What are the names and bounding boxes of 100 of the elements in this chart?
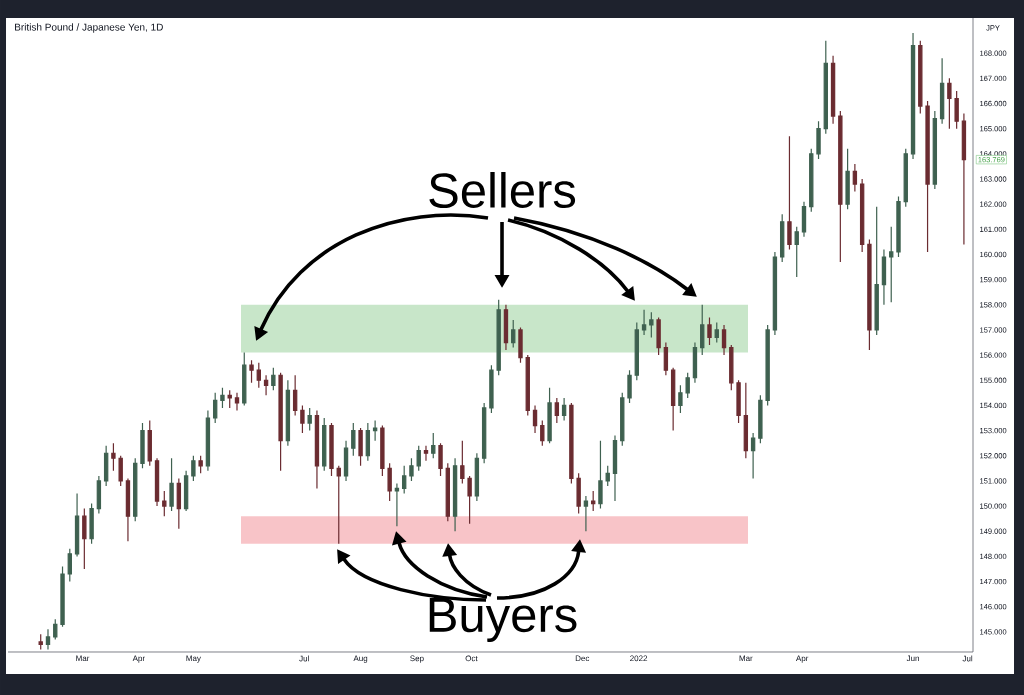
candlestick xyxy=(271,367,276,391)
candlestick xyxy=(801,201,807,238)
candlestick xyxy=(249,359,254,384)
candlestick xyxy=(409,457,414,482)
candlestick xyxy=(118,455,123,487)
candlestick xyxy=(423,445,429,462)
candlestick xyxy=(656,316,661,356)
candlestick xyxy=(750,432,756,479)
candlestick xyxy=(627,369,632,404)
candlestick xyxy=(583,495,589,532)
candlestick xyxy=(394,482,400,527)
candlestick xyxy=(838,110,843,263)
candlestick xyxy=(947,77,952,130)
candlestick xyxy=(889,226,894,303)
candlestick xyxy=(590,490,596,512)
candlestick xyxy=(489,364,494,414)
candlestick xyxy=(678,384,683,414)
candlestick xyxy=(329,422,334,477)
candlestick xyxy=(496,299,501,376)
candlestick xyxy=(598,440,603,510)
candlestick xyxy=(852,163,858,193)
x-tick-label: Jun xyxy=(906,655,919,662)
candlestick xyxy=(518,326,523,364)
candlestick xyxy=(263,374,269,396)
candlestick xyxy=(45,628,51,651)
candlestick xyxy=(438,442,443,477)
x-tick-label: Dec xyxy=(575,655,590,662)
candlestick xyxy=(816,120,821,160)
candlestick xyxy=(736,379,741,424)
candlestick xyxy=(569,402,574,485)
candlestick xyxy=(743,382,749,459)
x-tick-label: Mar xyxy=(76,655,90,662)
candlestick xyxy=(918,40,923,115)
candlestick xyxy=(467,475,472,525)
candlestick xyxy=(540,419,545,447)
candlestick xyxy=(387,462,392,502)
x-tick-label: Aug xyxy=(353,655,368,663)
x-tick-label: Apr xyxy=(795,655,809,663)
candlestick xyxy=(460,440,465,485)
candlestick xyxy=(721,324,727,356)
candlestick xyxy=(503,304,509,351)
candlestick xyxy=(511,319,516,349)
candlestick xyxy=(38,633,43,651)
candlestick xyxy=(234,392,240,412)
candlestick xyxy=(300,404,305,434)
candlestick xyxy=(612,435,618,502)
candlestick xyxy=(351,422,356,457)
candlestick xyxy=(103,445,109,487)
candlestick xyxy=(198,455,203,474)
chart-title: British Pound / Japanese Yen, 1D xyxy=(15,23,163,33)
annotation: Buyers xyxy=(429,598,577,642)
candlestick xyxy=(380,424,385,477)
candlestick xyxy=(220,387,225,409)
candlestick xyxy=(452,457,458,532)
candlestick xyxy=(554,397,560,424)
candlestick xyxy=(845,148,850,210)
candlestick xyxy=(925,100,930,253)
x-tick-label: Apr xyxy=(132,655,145,663)
candlestick xyxy=(74,492,80,557)
candlestick xyxy=(714,321,719,344)
x-tick-label: Jul xyxy=(299,655,309,662)
candlestick xyxy=(787,135,792,251)
candlestick xyxy=(794,226,799,278)
candlestick xyxy=(53,618,58,640)
candlestick xyxy=(242,352,247,407)
candlestick xyxy=(961,112,967,246)
x-tick-label: Oct xyxy=(465,655,478,662)
candlestick xyxy=(278,372,283,472)
candlestick xyxy=(765,324,770,407)
candlestick xyxy=(605,465,610,487)
candlestick xyxy=(874,206,879,336)
candlestick xyxy=(125,477,131,542)
x-tick-label: Sep xyxy=(410,655,424,663)
candlestick xyxy=(256,362,261,389)
candlestick xyxy=(82,507,87,570)
candlestick xyxy=(758,394,763,444)
candlestick xyxy=(670,367,676,432)
candlestick xyxy=(649,311,654,339)
candlestick xyxy=(620,392,625,447)
candlestick xyxy=(314,409,320,490)
candlestick xyxy=(641,309,647,336)
candlestick xyxy=(685,372,690,399)
candlestick xyxy=(431,432,436,459)
candlestick xyxy=(358,427,363,467)
candlestick xyxy=(954,90,959,130)
candlestick xyxy=(867,238,872,351)
candlestick xyxy=(336,465,341,545)
x-tick-label: 2022 xyxy=(630,655,648,662)
candlestick xyxy=(416,445,421,472)
annotation: Sellers xyxy=(429,171,576,208)
candlestick xyxy=(939,57,945,125)
candlestick xyxy=(809,148,814,213)
candlestick xyxy=(227,389,232,409)
candlestick xyxy=(896,196,901,258)
candlestick xyxy=(576,472,581,515)
candlestick xyxy=(401,465,407,495)
candlestick xyxy=(191,455,196,482)
candlestick xyxy=(307,407,312,432)
x-tick-label: Jul xyxy=(962,655,973,662)
candlestick xyxy=(60,565,65,628)
